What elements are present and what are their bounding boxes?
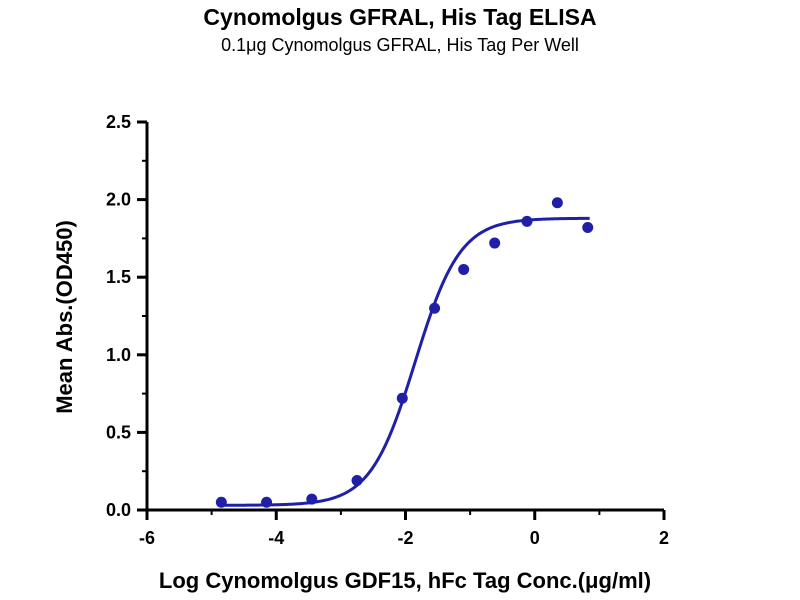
data-point bbox=[351, 475, 363, 487]
x-tick-label: -6 bbox=[139, 528, 155, 548]
data-point bbox=[306, 493, 318, 505]
data-points bbox=[215, 197, 594, 508]
x-tick-label: -2 bbox=[397, 528, 413, 548]
data-point bbox=[551, 197, 563, 209]
x-tick-label: 0 bbox=[530, 528, 540, 548]
data-point bbox=[582, 222, 594, 234]
x-axis-title: Log Cynomolgus GDF15, hFc Tag Conc.(μg/m… bbox=[159, 568, 651, 593]
data-point bbox=[261, 496, 273, 508]
chart-title: Cynomolgus GFRAL, His Tag ELISA bbox=[203, 4, 597, 30]
y-tick-label: 2.0 bbox=[106, 190, 131, 210]
data-point bbox=[215, 496, 227, 508]
y-tick-label: 0.0 bbox=[106, 500, 131, 520]
axes: 0.0 0.5 1.0 1.5 2.0 2.5 -6 -4 -2 0 2 bbox=[106, 112, 669, 548]
fit-curve-group bbox=[221, 216, 590, 507]
y-tick-label: 1.0 bbox=[106, 345, 131, 365]
data-point bbox=[521, 215, 533, 227]
data-point bbox=[396, 392, 408, 404]
fit-curve bbox=[221, 216, 590, 507]
y-tick-label: 2.5 bbox=[106, 112, 131, 132]
y-tick-label: 0.5 bbox=[106, 422, 131, 442]
data-point bbox=[489, 237, 501, 249]
chart-subtitle: 0.1μg Cynomolgus GFRAL, His Tag Per Well bbox=[221, 35, 579, 55]
x-tick-label: -4 bbox=[268, 528, 284, 548]
y-tick-label: 1.5 bbox=[106, 267, 131, 287]
data-point bbox=[458, 263, 470, 275]
data-point bbox=[429, 302, 441, 314]
y-axis-title: Mean Abs.(OD450) bbox=[52, 220, 77, 414]
x-tick-label: 2 bbox=[659, 528, 669, 548]
